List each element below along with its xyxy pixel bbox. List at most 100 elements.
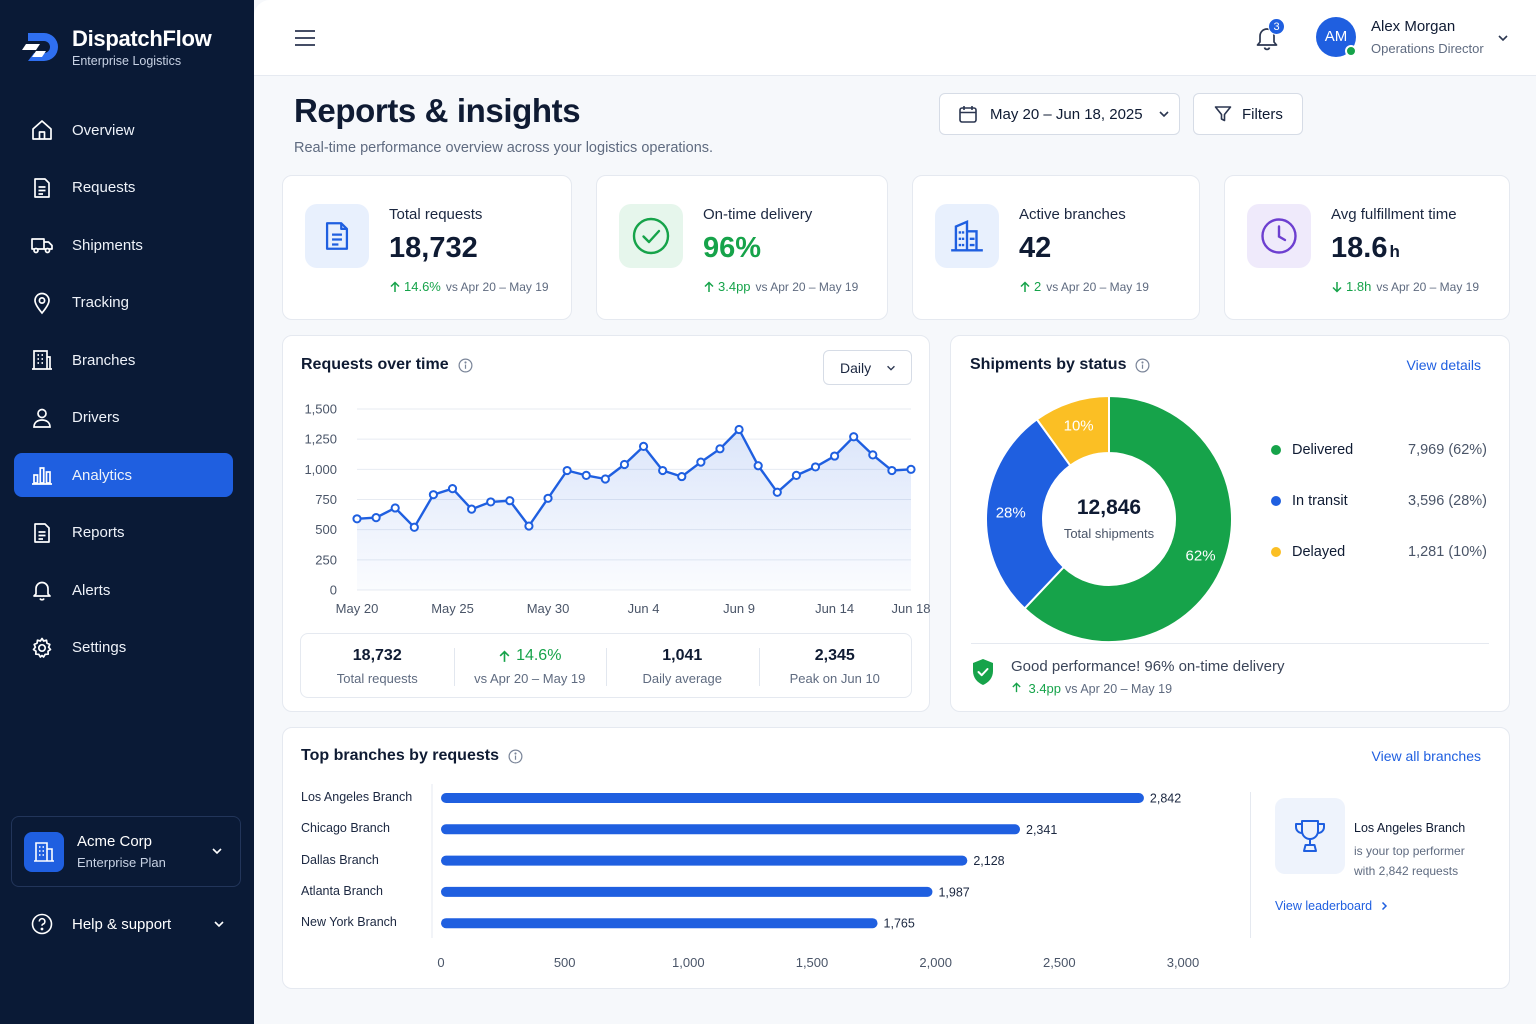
info-icon[interactable] bbox=[1135, 358, 1150, 373]
granularity-select[interactable]: Daily bbox=[823, 350, 912, 385]
sidebar-item-branches[interactable]: Branches bbox=[14, 338, 233, 382]
y-tick-label: 1,500 bbox=[304, 402, 337, 417]
data-point bbox=[638, 441, 649, 452]
data-point bbox=[581, 470, 591, 480]
view-all-branches-link[interactable]: View all branches bbox=[1371, 748, 1481, 764]
sidebar-item-analytics[interactable]: Analytics bbox=[14, 453, 233, 497]
divider bbox=[971, 643, 1489, 644]
data-point bbox=[715, 444, 725, 454]
sidebar-item-label: Analytics bbox=[72, 466, 133, 484]
granularity-value: Daily bbox=[840, 359, 872, 376]
bar-category-label: Dallas Branch bbox=[301, 852, 379, 867]
org-name: Acme Corp bbox=[77, 833, 153, 850]
x-tick-label: May 30 bbox=[527, 601, 570, 616]
bar bbox=[441, 918, 878, 929]
data-point bbox=[505, 496, 515, 506]
sidebar-item-label: Settings bbox=[72, 639, 127, 656]
online-status-dot bbox=[1345, 45, 1357, 57]
user-name[interactable]: Alex Morgan bbox=[1371, 18, 1456, 35]
sidebar-item-requests[interactable]: Requests bbox=[14, 166, 233, 210]
sidebar-item-label: Drivers bbox=[72, 409, 120, 426]
chevron-down-icon[interactable] bbox=[1496, 31, 1510, 45]
bar bbox=[441, 886, 933, 897]
bar bbox=[441, 824, 1021, 835]
bell-icon bbox=[33, 581, 51, 601]
truck-icon bbox=[31, 238, 53, 254]
notification-count-badge: 3 bbox=[1268, 18, 1285, 35]
view-leaderboard-link[interactable]: View leaderboard bbox=[1275, 899, 1390, 913]
arrow-up-icon bbox=[1020, 280, 1030, 292]
shield-check-icon bbox=[973, 659, 993, 685]
sidebar-item-alerts[interactable]: Alerts bbox=[14, 568, 233, 612]
top-branches-card: Top branches by requests View all branch… bbox=[282, 727, 1510, 989]
x-tick-label: May 20 bbox=[336, 601, 379, 616]
view-details-link[interactable]: View details bbox=[1406, 357, 1481, 373]
requests-summary: 18,732 Total requests 14.6% vs Apr 20 – … bbox=[300, 633, 912, 698]
branches-bar-chart: 2,842 2,341 2,128 1,987 1,765 0 500 1,000 1,500 2… bbox=[431, 784, 1199, 970]
kpi-label: Active branches bbox=[1019, 206, 1126, 223]
sidebar-item-shipments[interactable]: Shipments bbox=[14, 223, 233, 267]
calendar-icon bbox=[959, 106, 977, 123]
kpi-label: Avg fulfillment time bbox=[1331, 206, 1457, 223]
document-icon bbox=[305, 204, 369, 268]
data-point bbox=[467, 504, 477, 514]
data-point bbox=[409, 522, 419, 532]
y-tick-label: 1,000 bbox=[304, 462, 337, 477]
requests-over-time-card: Requests over time Daily 0 250 500 750 1,000… bbox=[282, 335, 931, 712]
date-range-picker[interactable]: May 20 – Jun 18, 2025 bbox=[939, 93, 1180, 135]
x-tick-label: Jun 9 bbox=[723, 601, 755, 616]
data-point bbox=[696, 457, 706, 467]
top-performer-name: Los Angeles Branch bbox=[1354, 821, 1466, 835]
chevron-down-icon bbox=[887, 365, 896, 371]
sidebar-item-drivers[interactable]: Drivers bbox=[14, 396, 233, 440]
help-circle-icon bbox=[31, 913, 53, 935]
sidebar-item-overview[interactable]: Overview bbox=[14, 108, 233, 152]
shipments-by-status-card: Shipments by status View details 62% 28% 1… bbox=[950, 335, 1510, 712]
chevron-right-icon bbox=[1382, 901, 1388, 911]
sidebar-item-label: Alerts bbox=[72, 581, 111, 599]
info-icon[interactable] bbox=[508, 749, 523, 764]
branches-chart-title: Top branches by requests bbox=[301, 747, 523, 765]
y-tick-label: 750 bbox=[315, 492, 337, 507]
data-point bbox=[562, 465, 572, 476]
x-tick-label: Jun 18 bbox=[891, 601, 930, 616]
top-performer-description: is your top performer with 2,842 request… bbox=[1354, 844, 1465, 878]
bar-chart-icon bbox=[32, 467, 52, 485]
bar-category-label: New York Branch bbox=[301, 915, 397, 930]
sidebar-item-settings[interactable]: Settings bbox=[14, 626, 233, 670]
sidebar-item-reports[interactable]: Reports bbox=[14, 511, 233, 555]
data-point bbox=[390, 503, 400, 513]
bar bbox=[441, 855, 968, 866]
kpi-delta-value: 1.8h bbox=[1346, 279, 1372, 294]
menu-icon[interactable] bbox=[294, 28, 316, 48]
sidebar-item-label: Branches bbox=[72, 351, 136, 369]
kpi-delta: 3.4pp vs Apr 20 – May 19 bbox=[703, 279, 858, 294]
sidebar-item-label: Requests bbox=[72, 179, 136, 196]
data-point bbox=[753, 461, 763, 471]
topbar: 3 AM Alex Morgan Operations Director bbox=[254, 0, 1536, 76]
data-point bbox=[734, 424, 744, 435]
help-support-menu[interactable]: Help & support bbox=[30, 912, 230, 936]
filter-icon bbox=[1214, 106, 1232, 122]
donut-slice-delivered bbox=[1023, 394, 1233, 643]
requests-line-chart: 0 250 500 750 1,000 1,250 1,500 May 20 May 25 May… bbox=[304, 402, 930, 617]
legend-dot bbox=[1271, 445, 1281, 455]
x-tick-label: Jun 4 bbox=[628, 601, 660, 616]
organization-switcher[interactable]: Acme Corp Enterprise Plan bbox=[11, 816, 241, 887]
brand[interactable]: DispatchFlow Enterprise Logistics bbox=[22, 26, 212, 68]
chevron-down-icon bbox=[214, 921, 224, 928]
sidebar-item-tracking[interactable]: Tracking bbox=[14, 281, 233, 325]
data-point bbox=[543, 493, 553, 503]
page-subtitle: Real-time performance overview across yo… bbox=[294, 140, 714, 156]
summary-growth: 14.6% vs Apr 20 – May 19 bbox=[453, 634, 607, 697]
kpi-delta-value: 14.6% bbox=[404, 279, 441, 294]
sidebar-item-label: Shipments bbox=[72, 236, 143, 254]
filters-button[interactable]: Filters bbox=[1193, 93, 1303, 135]
kpi-card-total-requests: Total requests 18,732 14.6% vs Apr 20 – … bbox=[282, 175, 572, 320]
building-icon bbox=[24, 831, 64, 872]
data-point bbox=[772, 487, 782, 497]
info-icon[interactable] bbox=[458, 358, 473, 373]
data-point bbox=[486, 497, 496, 507]
date-range-label: May 20 – Jun 18, 2025 bbox=[990, 105, 1143, 123]
donut-total-value: 12,846 bbox=[1077, 496, 1141, 519]
